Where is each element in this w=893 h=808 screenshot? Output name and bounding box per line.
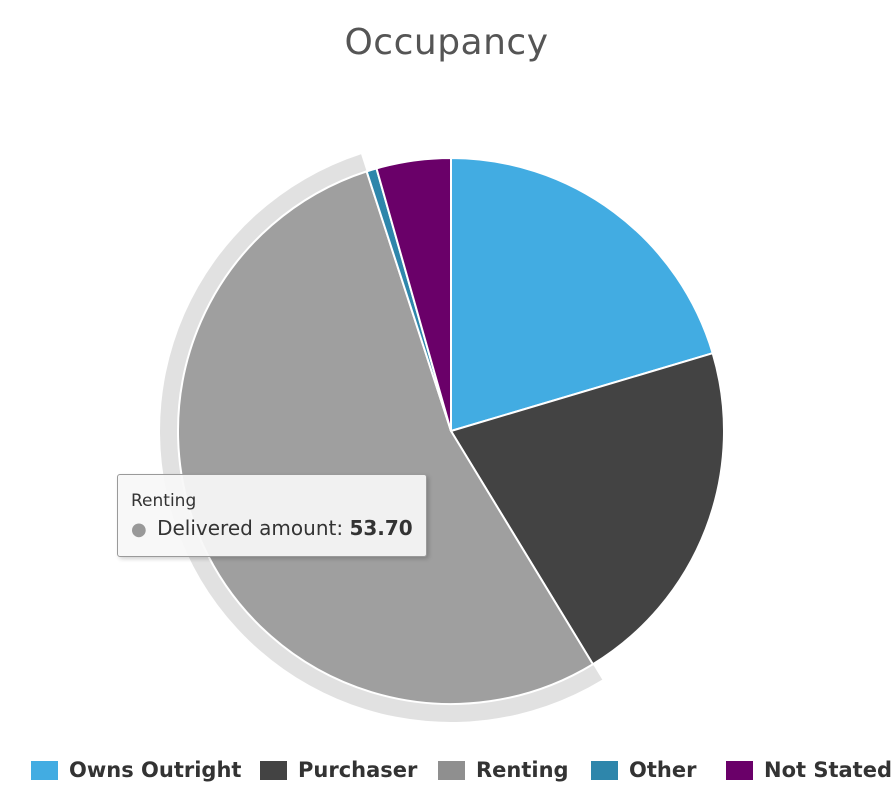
tooltip-title: Renting [131,491,197,511]
legend-item-purchaser[interactable]: Purchaser [260,752,417,788]
pie-slices [177,157,725,705]
pie-slice-purchaser[interactable] [450,352,725,666]
series-dot-icon: ● [131,519,147,540]
legend-label: Purchaser [298,758,418,782]
tooltip: Renting ● Delivered amount: 53.70 [117,474,427,557]
legend-label: Renting [476,758,569,782]
legend-label: Other [629,758,697,782]
tooltip-series-label: Delivered amount: [157,516,344,540]
legend-label: Not Stated [764,758,892,782]
legend-item-renting[interactable]: Renting [438,752,569,788]
chart-title: Occupancy [344,22,549,63]
legend-swatch [438,760,465,780]
legend-swatch [260,760,287,780]
legend: Owns Outright Purchaser Renting Other No… [0,752,893,788]
legend-swatch [31,760,58,780]
legend-item-owns-outright[interactable]: Owns Outright [31,752,241,788]
legend-label: Owns Outright [69,758,242,782]
legend-swatch [591,760,618,780]
tooltip-value: 53.70 [349,516,413,540]
legend-item-other[interactable]: Other [591,752,696,788]
legend-swatch [726,760,753,780]
pie-slice-owns-outright[interactable] [450,157,714,432]
pie-slice-not-stated[interactable] [375,157,452,432]
tooltip-line: ● Delivered amount: 53.70 [131,516,413,540]
legend-item-not-stated[interactable]: Not Stated [726,752,892,788]
